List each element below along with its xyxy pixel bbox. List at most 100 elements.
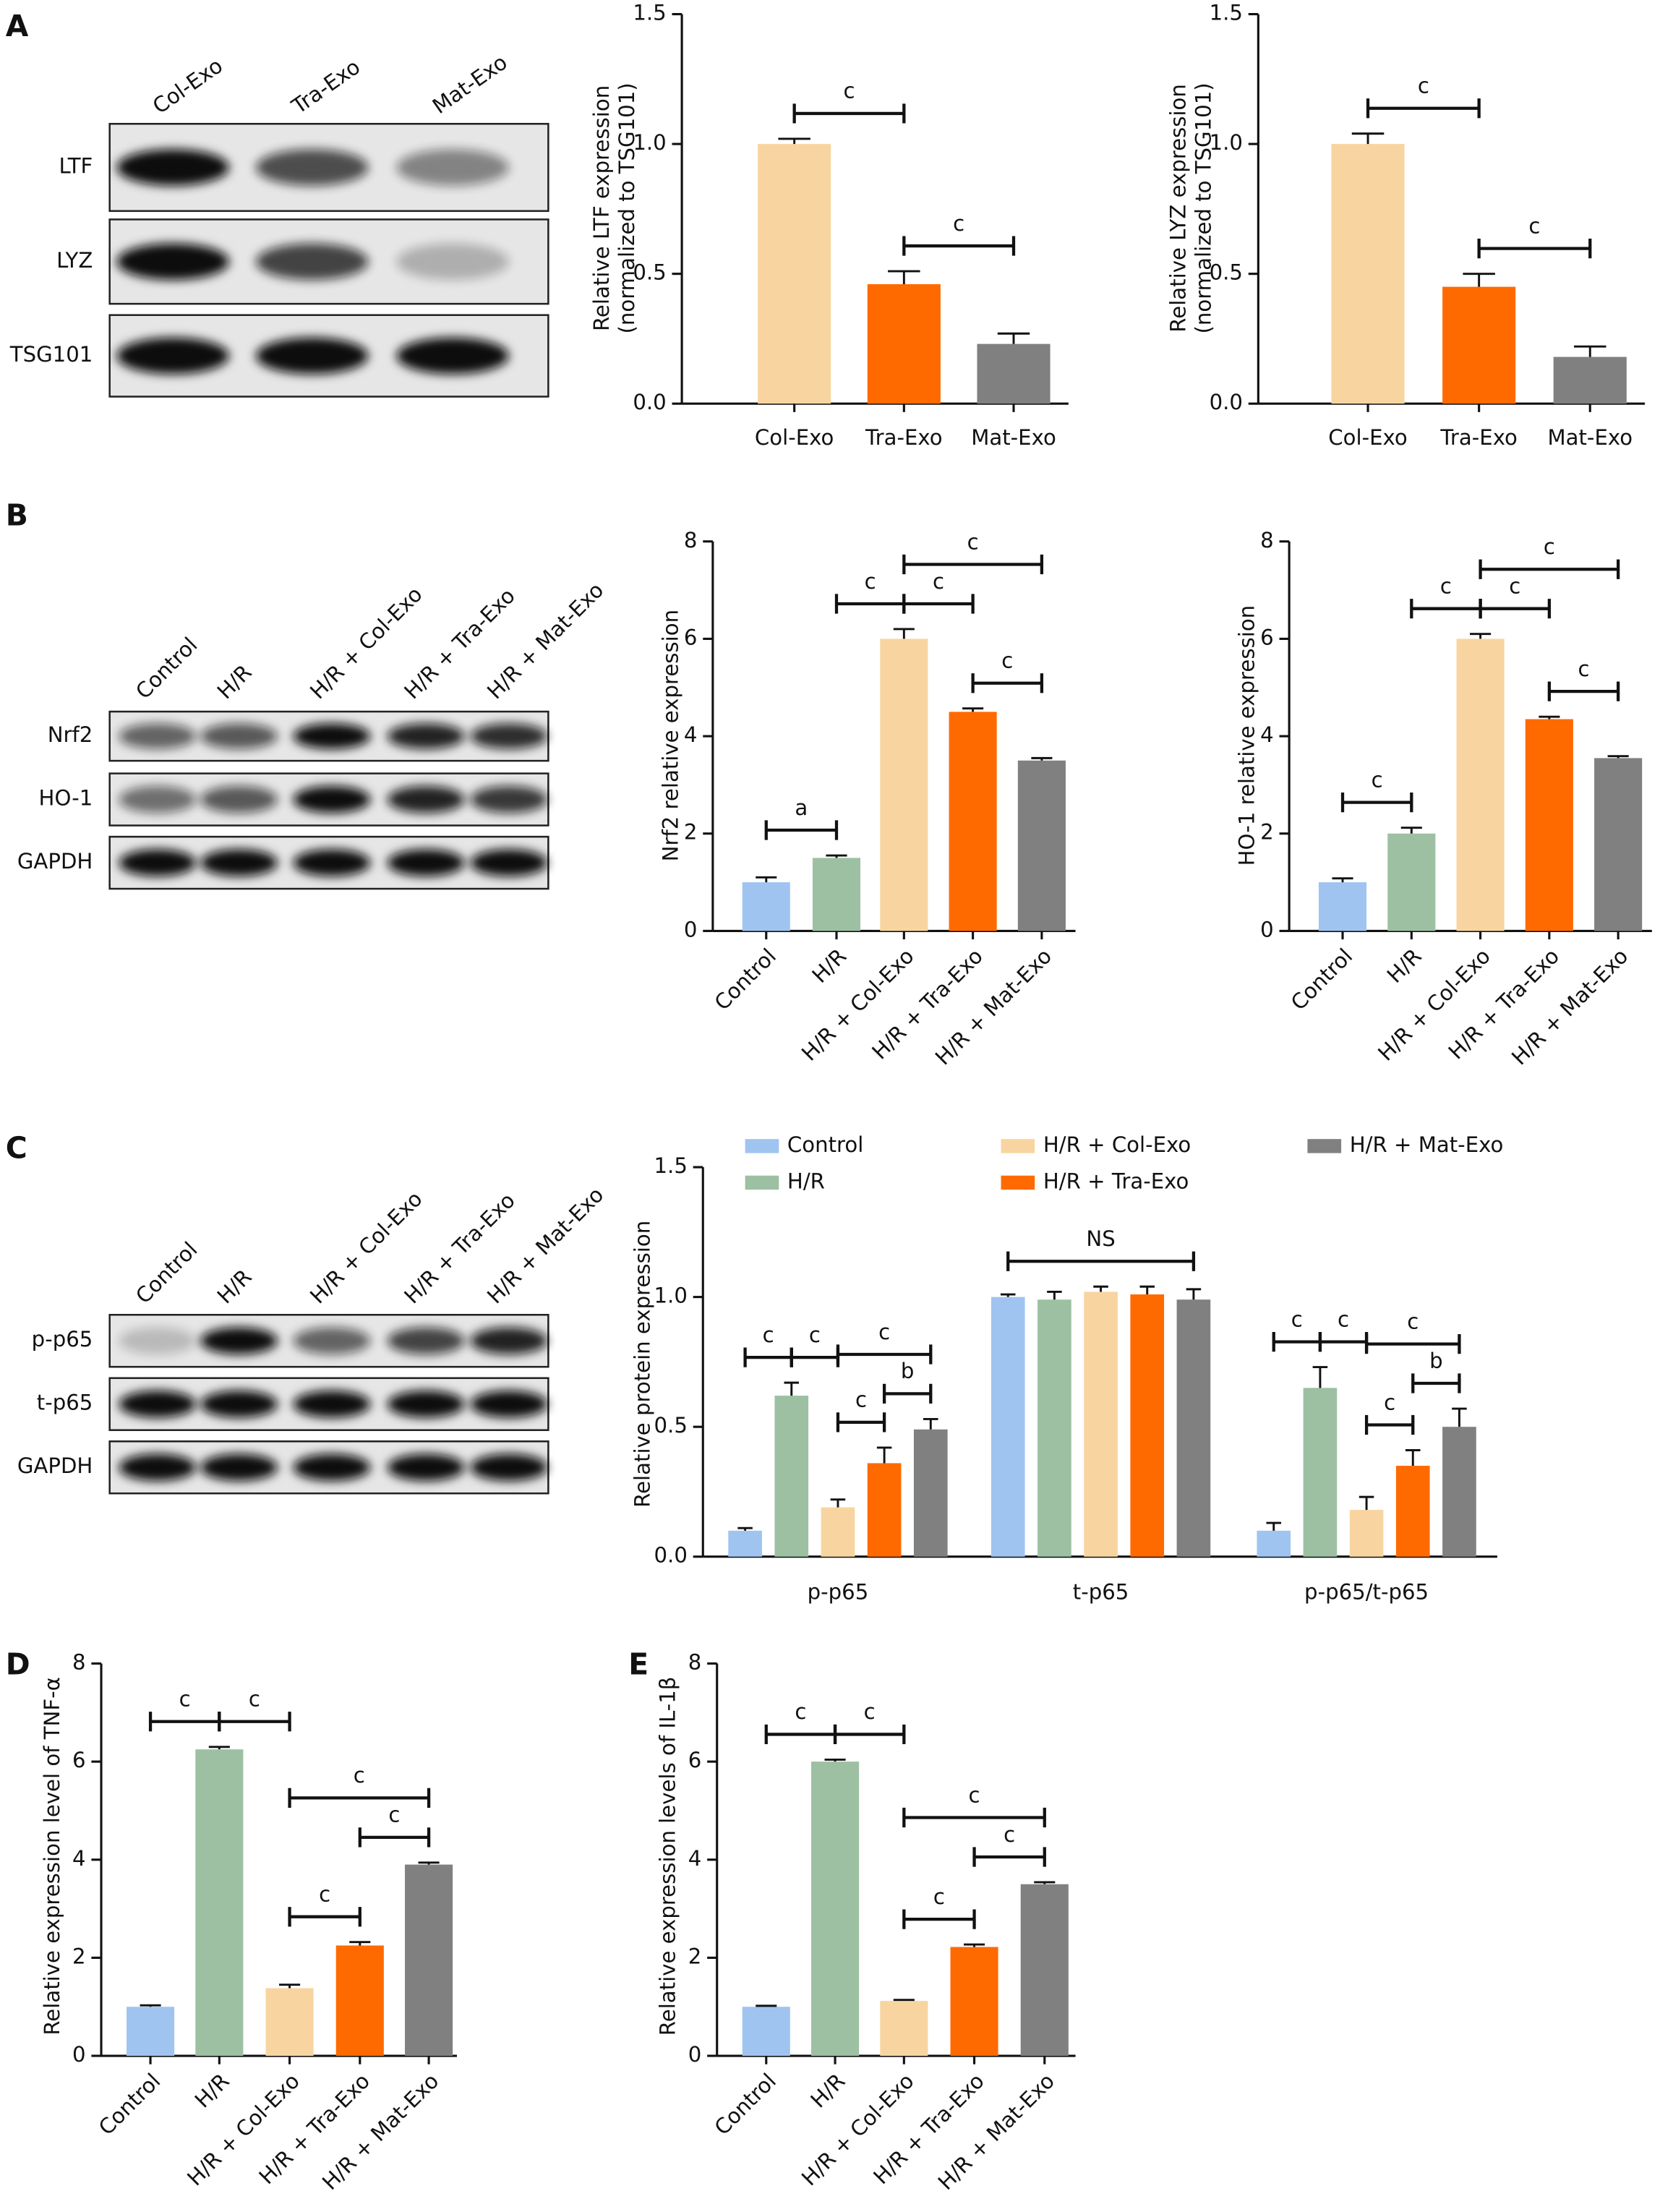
y-tick-label: 6 <box>1260 625 1274 649</box>
row-label: p-p65 <box>32 1327 93 1351</box>
y-tick-label: 1.5 <box>1210 1 1243 25</box>
y-tick-label: 0 <box>72 2042 86 2067</box>
y-tick-label: 2 <box>1260 820 1274 845</box>
blot-band <box>116 243 229 281</box>
significance-label: c <box>969 1782 980 1807</box>
significance-label: c <box>1384 1390 1395 1414</box>
error-bar <box>923 1417 938 1430</box>
error-bar <box>826 854 847 858</box>
blot-band <box>293 723 371 749</box>
x-tick-label: p-p65 <box>808 1579 869 1604</box>
row-label: LTF <box>59 154 93 179</box>
legend-swatch <box>745 1175 779 1190</box>
legend-swatch <box>745 1139 779 1153</box>
y-axis-label: Relative expression levels of IL-1β <box>656 1677 680 2036</box>
y-tick-label: 1.0 <box>633 130 666 155</box>
y-tick-label: 6 <box>72 1748 86 1772</box>
y-tick-label: 0.5 <box>1210 260 1243 285</box>
bar <box>949 712 997 931</box>
error-bar <box>1000 1293 1016 1297</box>
bar <box>1017 760 1066 931</box>
y-axis-label: Relative protein expression <box>630 1221 655 1508</box>
significance-bracket <box>358 1827 431 1848</box>
blot-band <box>387 849 465 876</box>
bar <box>990 1297 1025 1557</box>
blot-band <box>119 1453 197 1481</box>
significance-label: c <box>953 211 964 236</box>
error-bar <box>1266 1521 1282 1531</box>
blot-band <box>255 337 369 375</box>
bar <box>1442 1427 1476 1557</box>
significance-label: NS <box>1086 1226 1115 1251</box>
significance-bracket <box>288 1788 431 1808</box>
error-bar <box>1452 1407 1467 1427</box>
bar <box>867 284 941 404</box>
error-bar <box>1034 1881 1056 1884</box>
blot-band <box>200 1453 278 1481</box>
error-bar <box>1574 345 1606 357</box>
x-tick-label: p-p65/t-p65 <box>1304 1579 1429 1604</box>
significance-label: c <box>855 1388 867 1412</box>
significance-label: c <box>878 1320 890 1344</box>
bar <box>810 1762 860 2057</box>
significance-label: c <box>1578 657 1590 681</box>
row-label: t-p65 <box>37 1391 93 1415</box>
blot-band <box>116 149 229 186</box>
bar <box>1553 356 1627 404</box>
significance-bracket <box>902 236 1016 256</box>
error-bar <box>418 1861 440 1865</box>
blot-band <box>255 149 369 186</box>
bar <box>728 1530 762 1557</box>
bar <box>1387 833 1436 931</box>
significance-label: c <box>354 1763 365 1788</box>
legend-label: H/R <box>787 1169 825 1193</box>
blot-band <box>470 723 548 749</box>
panel-label: A <box>6 9 29 43</box>
blot-band <box>470 849 548 876</box>
significance-bracket <box>1006 1251 1196 1271</box>
blot-band <box>470 785 548 814</box>
error-bar <box>893 1999 915 2002</box>
bar <box>1442 286 1516 404</box>
bar <box>742 882 790 931</box>
significance-bracket <box>902 1807 1046 1828</box>
blot-band <box>387 1327 465 1354</box>
significance-label: c <box>1291 1307 1303 1331</box>
significance-bracket <box>1477 239 1592 259</box>
significance-label: c <box>179 1687 191 1712</box>
bar <box>335 1945 384 2057</box>
bar <box>812 858 861 931</box>
blot-band <box>200 723 278 749</box>
blot-band <box>293 785 371 814</box>
y-tick-label: 4 <box>688 1846 702 1871</box>
error-bar <box>888 270 920 285</box>
y-axis-label: (normalized to TSG101) <box>1191 82 1215 333</box>
error-bar <box>1186 1288 1202 1300</box>
row-label: GAPDH <box>17 849 93 874</box>
bar <box>867 1463 902 1557</box>
significance-label: c <box>1338 1307 1349 1331</box>
error-bar <box>1358 1495 1374 1511</box>
significance-label: c <box>1509 574 1520 599</box>
y-axis-label: Nrf2 relative expression <box>658 610 683 861</box>
blot-band <box>387 1391 465 1418</box>
significance-bracket <box>1479 599 1552 619</box>
significance-bracket <box>1364 1414 1415 1435</box>
x-tick-label: Tra-Exo <box>865 425 943 450</box>
bar <box>1318 882 1367 931</box>
y-tick-label: 2 <box>684 820 698 845</box>
significance-label: b <box>1429 1349 1443 1373</box>
bar <box>821 1507 855 1557</box>
error-bar <box>1400 827 1422 834</box>
bar <box>774 1396 809 1557</box>
legend-label: H/R + Tra-Exo <box>1043 1169 1189 1193</box>
bar <box>1331 144 1405 404</box>
bar <box>1395 1466 1430 1557</box>
blot-band <box>293 1327 371 1354</box>
bar <box>977 343 1051 404</box>
y-tick-label: 4 <box>1260 722 1274 747</box>
legend-label: H/R + Mat-Exo <box>1350 1132 1504 1157</box>
row-label: HO-1 <box>39 786 93 811</box>
error-bar <box>737 1526 753 1531</box>
